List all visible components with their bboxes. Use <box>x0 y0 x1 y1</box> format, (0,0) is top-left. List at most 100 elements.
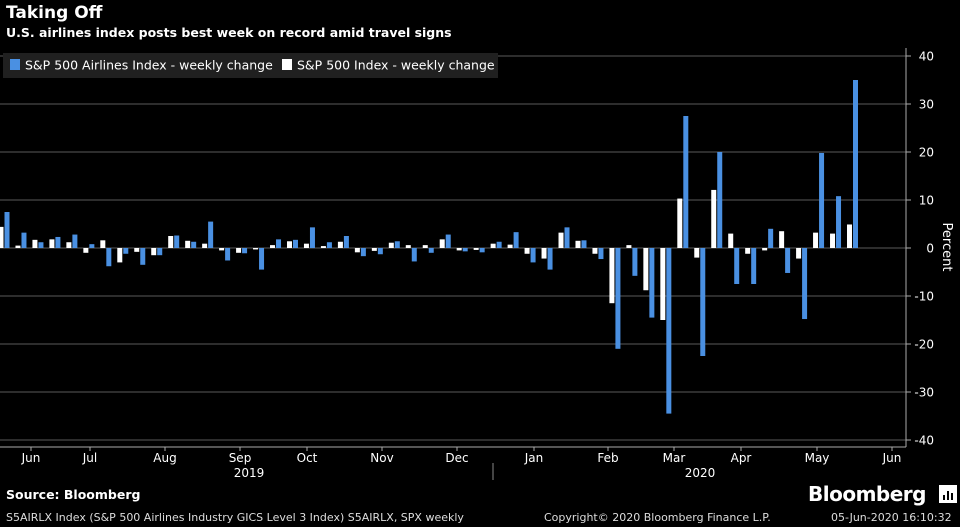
spx-bar <box>388 242 394 248</box>
axes: Percent Jun Jul Aug Sep Oct Nov Dec Jan Feb Mar Ap… <box>0 48 954 480</box>
airlines-bar <box>649 248 655 318</box>
y-tick-label: 10 <box>919 194 934 208</box>
spx-bar <box>524 248 530 254</box>
x-month-label: Aug <box>153 451 176 465</box>
spx-bar <box>660 248 666 320</box>
airlines-bar <box>106 248 112 267</box>
airlines-bar <box>700 248 706 356</box>
x-month-label: Nov <box>370 451 393 465</box>
x-month-label: Oct <box>297 451 318 465</box>
spx-bar <box>270 245 276 248</box>
airlines-bar <box>259 248 265 270</box>
spx-bar <box>711 189 717 248</box>
spx-bar <box>0 226 4 248</box>
legend-label-airlines: S&P 500 Airlines Index - weekly change <box>25 58 273 73</box>
airlines-bar <box>55 236 61 248</box>
airlines-bar <box>853 80 858 248</box>
y-tick-label: 40 <box>919 50 934 64</box>
airlines-bar <box>140 248 146 265</box>
y-tick-label: -30 <box>914 386 934 400</box>
airlines-bar <box>21 232 27 248</box>
x-year-label: 2020 <box>685 466 716 480</box>
spx-bar <box>168 236 174 248</box>
spx-bar <box>219 248 225 251</box>
spx-bar <box>745 248 751 254</box>
airlines-bar <box>785 248 791 273</box>
airlines-bar <box>683 116 689 248</box>
spx-bar <box>762 248 768 251</box>
y-tick-label: 0 <box>926 242 934 256</box>
legend-label-spx: S&P 500 Index - weekly change <box>297 58 495 73</box>
spx-bar <box>626 245 632 248</box>
airlines-bar <box>174 235 180 248</box>
airlines-bar <box>547 248 553 270</box>
airlines-bar <box>360 248 366 257</box>
airlines-bar <box>564 227 570 248</box>
airlines-bar <box>343 236 349 248</box>
airlines-bar <box>191 241 197 248</box>
airlines-bar <box>768 228 774 248</box>
airlines-bar <box>479 248 485 253</box>
airlines-bar <box>836 196 842 248</box>
spx-bar <box>439 239 445 248</box>
airlines-bar <box>292 239 298 248</box>
spx-bar <box>320 246 326 248</box>
spx-bar <box>66 242 72 248</box>
spx-bar <box>796 248 802 259</box>
spx-bar <box>575 240 581 248</box>
airlines-bar <box>276 239 282 248</box>
y-tick-label: 30 <box>919 98 934 112</box>
chart-title: Taking Off <box>6 3 103 23</box>
airlines-bar <box>157 248 163 256</box>
legend-swatch-spx <box>282 59 292 70</box>
airlines-bar <box>513 232 519 248</box>
spx-bar <box>117 248 123 263</box>
spx-bar <box>422 245 428 248</box>
airlines-bar <box>496 241 502 248</box>
bloomberg-logo: Bloomberg <box>808 482 926 506</box>
x-month-label: Jun <box>882 451 902 465</box>
spx-bar <box>236 248 242 253</box>
copyright-note: Copyright© 2020 Bloomberg Finance L.P. <box>544 511 771 524</box>
spx-bar <box>354 248 360 253</box>
chart-subtitle: U.S. airlines index posts best week on r… <box>6 25 452 40</box>
y-tick-label: -10 <box>914 290 934 304</box>
x-month-label: Jul <box>82 451 97 465</box>
y-axis-label: Percent <box>939 223 954 272</box>
airlines-bar <box>581 240 587 248</box>
airlines-bar <box>598 248 604 260</box>
spx-bar <box>558 232 564 248</box>
spx-bar <box>541 248 547 259</box>
spx-bar <box>592 248 598 254</box>
spx-bar <box>507 244 513 248</box>
airlines-bar <box>225 248 231 261</box>
spx-bar <box>253 248 259 250</box>
chart: 40 30 20 10 0 -10 -20 -30 -40 Percent Jun Jul Aug S… <box>0 48 954 480</box>
spx-bar <box>49 239 55 248</box>
airlines-bar <box>751 248 757 284</box>
spx-bar <box>83 248 89 253</box>
airlines-bar <box>462 248 468 252</box>
bars <box>0 80 858 414</box>
airlines-bar <box>445 234 451 248</box>
spx-bar <box>490 243 496 248</box>
spx-bar <box>134 248 140 252</box>
legend: S&P 500 Airlines Index - weekly change S… <box>3 53 498 78</box>
x-month-label: Mar <box>663 451 686 465</box>
airlines-bar <box>72 234 78 248</box>
airlines-bar <box>819 152 825 248</box>
airlines-bar <box>89 244 95 248</box>
spx-bar <box>303 243 309 248</box>
spx-bar <box>813 232 819 248</box>
spx-bar <box>728 233 734 248</box>
airlines-bar <box>309 227 315 248</box>
spx-bar <box>286 241 292 248</box>
y-tick-label: -20 <box>914 338 934 352</box>
spx-bar <box>100 240 106 248</box>
spx-bar <box>847 224 852 248</box>
legend-box <box>3 53 498 78</box>
spx-bar <box>643 248 649 291</box>
airlines-bar <box>242 248 248 254</box>
x-month-label: May <box>805 451 830 465</box>
airlines-bar <box>734 248 740 284</box>
